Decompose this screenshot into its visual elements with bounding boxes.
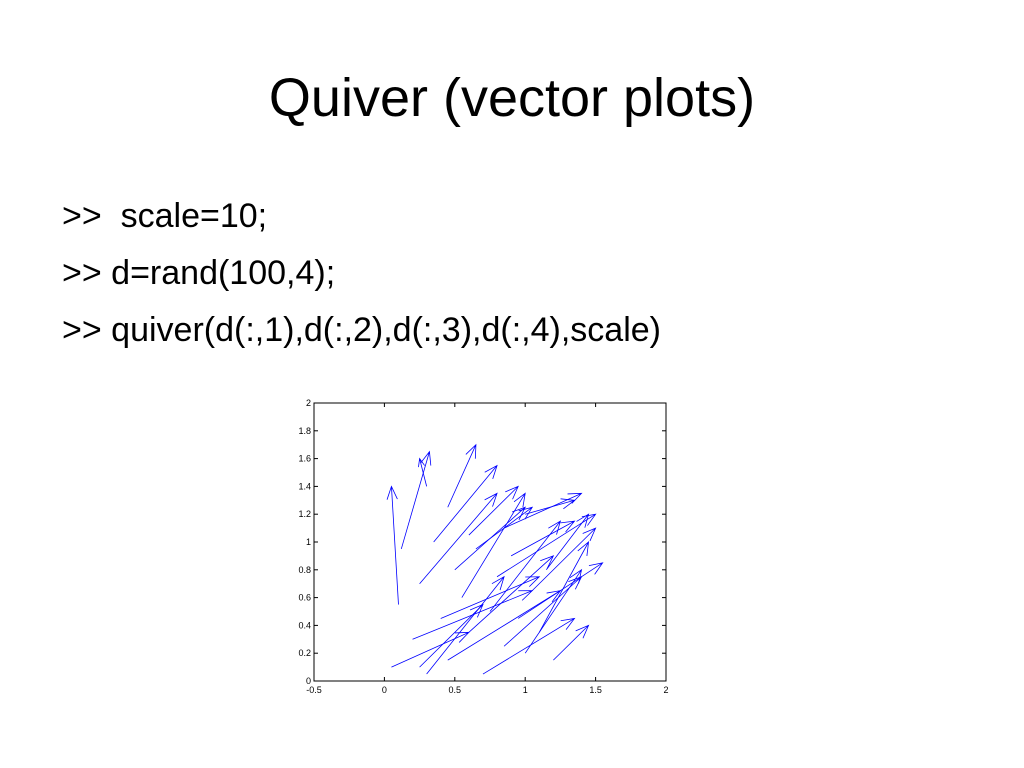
y-tick-label: 1.4 (298, 481, 311, 491)
y-tick-label: 1.6 (298, 454, 311, 464)
vector-arrow (538, 541, 590, 633)
y-tick-label: 0 (306, 676, 311, 686)
y-tick-label: 1.8 (298, 426, 311, 436)
vector-arrow (426, 575, 505, 675)
vector-arrow (419, 603, 484, 668)
vector-arrow (419, 492, 498, 584)
plot-axes-box (313, 402, 667, 682)
y-tick-label: 0.8 (298, 565, 311, 575)
vector-arrow (461, 492, 526, 598)
y-ticks: 0 0.2 0.4 0.6 0.8 1 1.2 1.4 1.6 1.8 2 (298, 398, 666, 686)
vector-arrow (553, 624, 590, 661)
x-tick-label: 0 (382, 685, 387, 695)
y-tick-label: 2 (306, 398, 311, 408)
vector-arrow (546, 513, 590, 571)
vector-arrow (482, 617, 576, 675)
slide-title: Quiver (vector plots) (268, 68, 756, 128)
vector-arrow (418, 457, 428, 487)
vector-arrow (475, 506, 534, 550)
vector-arrow (503, 492, 583, 529)
x-tick-label: 1.5 (589, 685, 602, 695)
vector-arrow (447, 443, 477, 508)
code-line-quiver: >> quiver(d(:,1),d(:,2),d(:,3),d(:,4),sc… (62, 311, 661, 349)
y-tick-label: 1 (306, 537, 311, 547)
quiver-plot: 00.20.40.60.811.21.41.61.82 -0.5 0 0.5 1 1.5… (298, 398, 669, 695)
y-tick-label: 0.2 (298, 648, 311, 658)
vector-arrow (468, 485, 519, 536)
vector-arrow (524, 568, 583, 654)
x-tick-label: 2 (663, 685, 668, 695)
vector-arrow (531, 527, 597, 591)
y-tick-label: 0.4 (298, 620, 311, 630)
vector-arrow (386, 485, 399, 605)
vector-arrow (468, 555, 555, 633)
code-list: >> scale=10; >> d=rand(100,4); >> quiver… (62, 188, 661, 359)
y-tick-label: 0.6 (298, 593, 311, 603)
vector-arrow (510, 520, 576, 557)
vector-arrow (517, 562, 604, 619)
x-tick-label: 0.5 (449, 685, 462, 695)
code-line-scale: >> scale=10; (62, 197, 268, 235)
vector-arrows (386, 443, 604, 675)
code-line-rand: >> d=rand(100,4); (62, 254, 336, 292)
x-tick-label: 1 (523, 685, 528, 695)
vector-arrow (433, 464, 498, 543)
y-tick-label: 1.2 (298, 509, 311, 519)
x-tick-label: -0.5 (306, 685, 322, 695)
vector-arrow (400, 450, 432, 550)
x-ticks: -0.5 0 0.5 1 1.5 2 (306, 403, 669, 695)
